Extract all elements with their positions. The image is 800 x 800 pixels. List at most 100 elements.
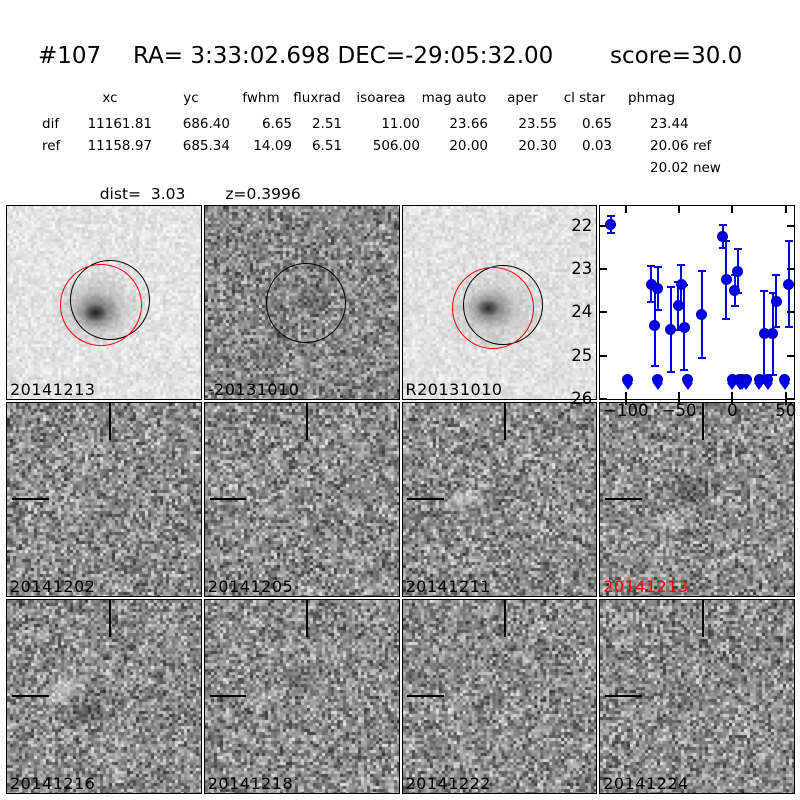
crosshair-tick-vertical [306,403,309,440]
crosshair-tick-horizontal [605,695,642,698]
value-cell: 0.65 [581,116,612,132]
x-axis-tick [678,206,681,213]
column-header: yc [183,90,199,106]
value-cell: 686.40 [182,116,230,132]
panel-date-label: 20141205 [207,577,294,596]
y-axis-tick [600,311,608,314]
column-header: phmag [628,90,676,106]
error-bar-cap [697,270,706,273]
error-bar-cap [760,289,769,292]
error-bar-cap [653,265,662,268]
value-cell: 11158.97 [87,138,152,154]
x-axis-tick [784,392,787,405]
y-axis-tick [787,267,794,270]
error-bar-cap [697,356,706,359]
x-axis-tick [624,392,627,405]
data-point [649,319,661,331]
data-point [717,230,729,242]
panel-date-label: 20141213 [10,380,96,399]
data-point [675,278,687,290]
panel-date-label: 20141216 [10,774,96,793]
crosshair-tick-vertical [108,600,111,637]
crosshair-tick-vertical [504,600,507,637]
crosshair-tick-horizontal [209,695,247,698]
upper-limit-arrow-icon [754,383,765,391]
value-cell: 2.51 [311,116,342,132]
data-point [770,295,782,307]
cutout-panel-20141216: 20141216 [6,599,202,794]
table-row: dif 11161.81 686.40 6.65 2.51 11.00 23.66 23.55… [38,116,752,132]
column-header: fluxrad [293,90,341,106]
data-point [678,321,690,333]
value-cell: 23.44 [650,116,689,132]
value-cell: 20.30 [518,138,557,154]
crosshair-tick-horizontal [11,695,49,698]
panel-date-label: 20141224 [603,774,689,793]
crosshair-tick-horizontal [407,498,445,501]
x-axis-tick [731,392,734,405]
value-cell: 20.00 [449,138,488,154]
value-cell: 20.06 ref [650,138,712,154]
cutout-panel-20141213: 20141213 [6,205,202,400]
score-text: score=30.0 [610,43,743,69]
upper-limit-arrow-icon [727,383,738,391]
error-bar-cap [772,326,781,329]
data-point [672,300,684,312]
x-axis-tick [731,206,734,213]
y-tick-label: 24 [571,302,593,322]
coordinates-text: RA= 3:33:02.698 DEC=-29:05:32.00 [133,43,554,69]
crosshair-tick-horizontal [209,498,247,501]
panel-date-label: 20141213 [603,577,689,596]
value-cell: 14.09 [253,138,292,154]
error-bar-cap [647,264,656,267]
y-tick-label: 23 [571,258,593,278]
upper-limit-arrow-icon [741,383,752,391]
value-cell: 23.66 [449,116,488,132]
y-axis-tick [787,224,794,227]
column-header: mag auto [421,90,487,106]
value-cell: 11161.81 [87,116,152,132]
corner-cell [38,90,68,106]
data-point [652,282,664,294]
data-point [783,278,795,290]
y-axis-tick [600,398,608,400]
x-axis-tick [624,206,627,213]
error-bar-cap [718,247,727,250]
crosshair-tick-vertical [306,600,309,637]
upper-limit-arrow-icon [779,383,790,391]
crosshair-tick-vertical [504,403,507,440]
y-axis-tick [787,311,794,314]
error-bar-cap [677,263,686,266]
error-bar-cap [666,286,675,289]
column-header: isoarea [356,90,406,106]
panel-date-label: R20131010 [405,380,503,399]
table-row: ref 11158.97 685.34 14.09 6.51 506.00 20.00 20.… [38,138,752,154]
error-bar-cap [650,365,659,368]
cutout-panel--20131010: -20131010 [203,205,400,400]
cutout-panel-20141211: 20141211 [401,402,598,597]
cutout-panel-20141205: 20141205 [203,402,400,597]
data-point [665,324,677,336]
y-axis-tick [600,354,608,357]
y-tick-label: 22 [571,215,593,235]
error-bar-cap [730,304,739,307]
y-axis-tick [787,354,794,357]
aperture-circle-red [59,264,142,347]
crosshair-tick-horizontal [11,498,49,501]
dist-redshift-line: dist= 3.03 z=0.3996 [80,167,301,221]
upper-limit-arrow-icon [622,383,633,391]
error-bar-cap [666,371,675,374]
aperture-circle-red [451,266,534,349]
error-bar-cap [784,326,793,329]
y-axis-tick [600,224,608,227]
column-header: aper [507,90,538,106]
row-label: ref [42,138,61,154]
error-bar-cap [733,248,742,251]
y-axis-tick [600,267,608,270]
error-bar-cap [768,374,777,377]
value-cell: 0.03 [581,138,612,154]
panel-date-label: 20141218 [207,774,294,793]
error-bar-cap [784,239,793,242]
error-bar-cap [674,328,683,331]
column-header: cl star [563,90,606,106]
